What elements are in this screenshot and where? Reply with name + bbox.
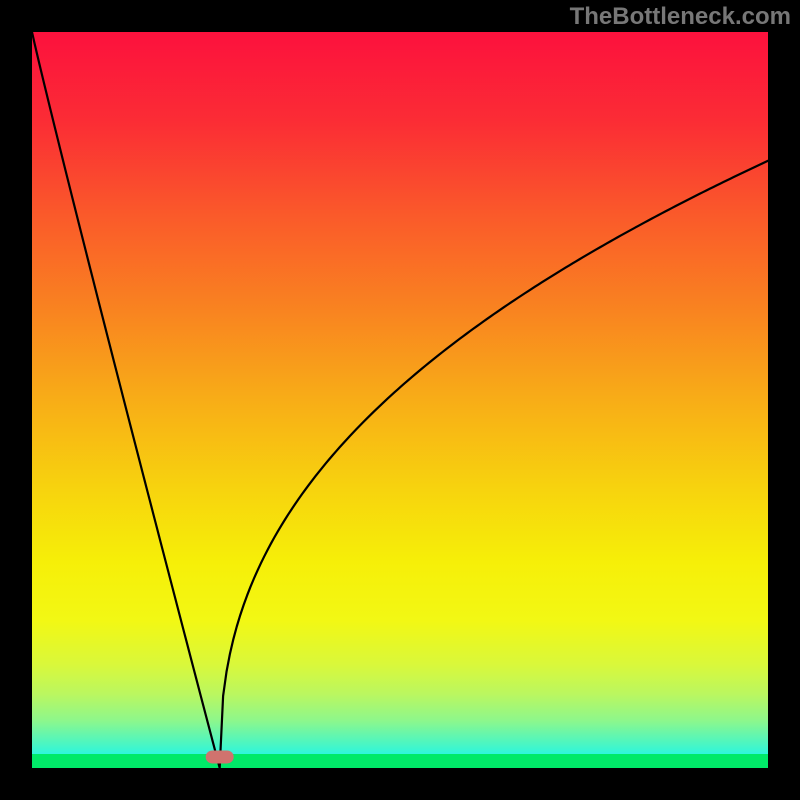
bottleneck-chart	[0, 0, 800, 800]
gradient-background	[32, 32, 768, 768]
minimum-marker	[206, 750, 234, 763]
watermark-text: TheBottleneck.com	[570, 3, 791, 31]
bottom-green-band	[32, 754, 768, 768]
